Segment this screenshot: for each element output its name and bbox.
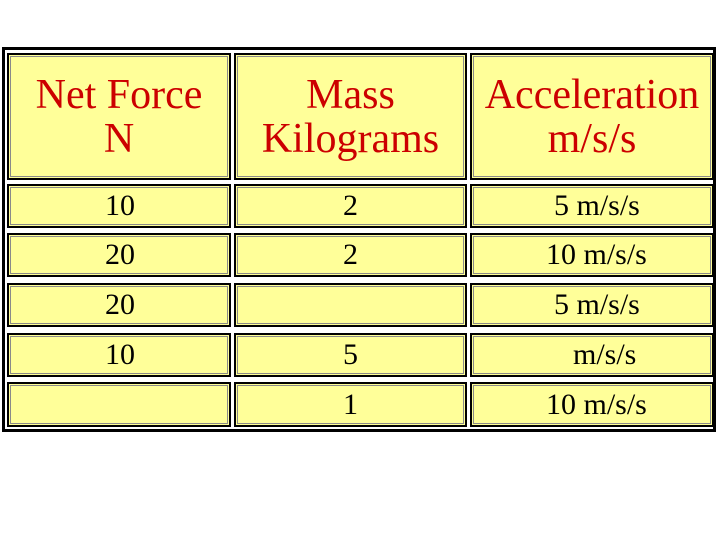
header-net-force: Net Force N <box>7 53 231 180</box>
header-net-force-line1: Net Force <box>35 71 203 118</box>
header-acceleration: Acceleration m/s/s <box>470 53 714 180</box>
cell-acceleration: 10 m/s/s <box>470 382 714 427</box>
cell-acceleration: 10 m/s/s <box>470 233 714 277</box>
cell-net-force: 10 <box>7 333 231 377</box>
header-acceleration-line2: m/s/s <box>547 115 637 162</box>
cell-acceleration-blank-value: m/s/s <box>470 333 714 377</box>
header-mass: Mass Kilograms <box>234 53 467 180</box>
cell-net-force: 20 <box>7 283 231 327</box>
header-mass-line1: Mass <box>306 71 395 118</box>
cell-acceleration: 5 m/s/s <box>470 283 714 327</box>
cell-mass: 5 <box>234 333 467 377</box>
cell-mass: 2 <box>234 184 467 228</box>
table-grid: Net Force N Mass Kilograms Acceleration … <box>5 50 714 429</box>
header-acceleration-line1: Acceleration <box>484 71 700 118</box>
cell-mass: 2 <box>234 233 467 277</box>
cell-acceleration: 5 m/s/s <box>470 184 714 228</box>
force-mass-acceleration-table: Net Force N Mass Kilograms Acceleration … <box>2 47 716 432</box>
header-mass-line2: Kilograms <box>261 115 440 162</box>
cell-mass-blank <box>234 283 467 327</box>
cell-net-force: 10 <box>7 184 231 228</box>
cell-net-force: 20 <box>7 233 231 277</box>
header-net-force-line2: N <box>103 115 135 162</box>
cell-mass: 1 <box>234 382 467 427</box>
cell-net-force-blank <box>7 382 231 427</box>
